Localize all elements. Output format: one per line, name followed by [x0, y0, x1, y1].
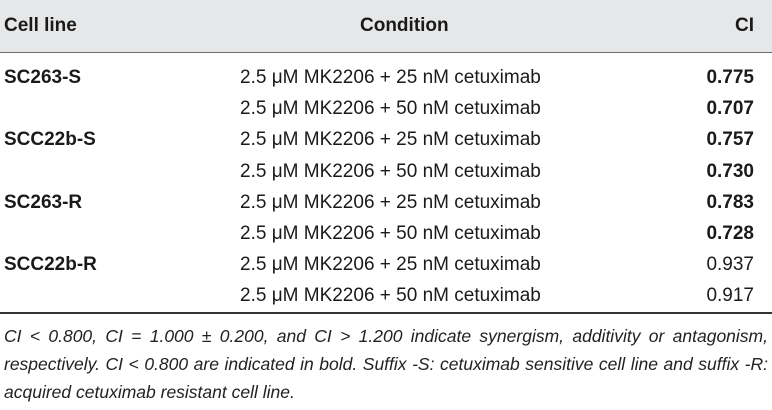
table-row: SCC22b-S 2.5 μM MK2206 + 25 nM cetuximab 0…	[0, 124, 772, 153]
condition-text: 2.5 μM MK2206 + 50 nM cetuximab	[240, 223, 541, 244]
ci-value: 0.937	[706, 254, 754, 276]
ci-value: 0.757	[706, 129, 754, 151]
cell-line-name: SCC22b-S	[4, 129, 96, 151]
table-row: SC263-R 2.5 μM MK2206 + 25 nM cetuximab 0.…	[0, 187, 772, 216]
header-condition: Condition	[360, 15, 449, 36]
cell-line-name: SC263-S	[4, 67, 82, 88]
condition-text: 2.5 μM MK2206 + 25 nM cetuximab	[240, 191, 541, 213]
table-header: Cell line Condition CI	[0, 0, 772, 52]
cell-line-name: SCC22b-R	[4, 254, 97, 276]
ci-value: 0.775	[706, 67, 754, 88]
table-row: 2.5 μM MK2206 + 50 nM cetuximab 0.728	[0, 218, 772, 247]
table-bottom-rule	[0, 312, 772, 314]
condition-text: 2.5 μM MK2206 + 50 nM cetuximab	[240, 285, 541, 307]
table-row: SC263-S 2.5 μM MK2206 + 25 nM cetuximab 0.…	[0, 62, 772, 91]
cell-line-name: SC263-R	[4, 191, 83, 213]
condition-text: 2.5 μM MK2206 + 50 nM cetuximab	[240, 160, 541, 182]
ci-value: 0.730	[706, 160, 754, 182]
table-footnote: CI < 0.800, CI = 1.000 ± 0.200, and CI >…	[4, 326, 768, 402]
condition-text: 2.5 μM MK2206 + 25 nM cetuximab	[240, 254, 541, 276]
ci-value: 0.728	[706, 223, 754, 244]
ci-value: 0.707	[706, 98, 754, 120]
table-row: 2.5 μM MK2206 + 50 nM cetuximab 0.730	[0, 156, 772, 185]
table-row: SCC22b-R 2.5 μM MK2206 + 25 nM cetuximab 0…	[0, 249, 772, 278]
condition-text: 2.5 μM MK2206 + 50 nM cetuximab	[240, 98, 541, 120]
table-row: 2.5 μM MK2206 + 50 nM cetuximab 0.707	[0, 93, 772, 122]
condition-text: 2.5 μM MK2206 + 25 nM cetuximab	[240, 67, 541, 88]
ci-value: 0.783	[706, 191, 754, 213]
header-divider	[0, 52, 772, 53]
header-ci: CI	[735, 15, 754, 36]
table-row: 2.5 μM MK2206 + 50 nM cetuximab 0.917	[0, 280, 772, 309]
condition-text: 2.5 μM MK2206 + 25 nM cetuximab	[240, 129, 541, 151]
ci-value: 0.917	[706, 285, 754, 307]
header-cell-line: Cell line	[4, 15, 77, 36]
